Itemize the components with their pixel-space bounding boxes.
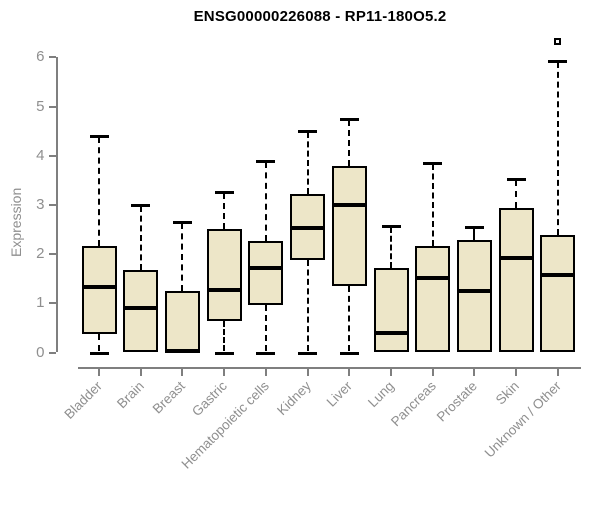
x-axis-tick <box>431 369 434 376</box>
x-axis-tick <box>306 369 309 376</box>
lower-whisker-cap <box>256 351 276 355</box>
boxplot-median <box>540 273 576 278</box>
lower-whisker <box>98 334 100 352</box>
upper-whisker-cap <box>89 135 109 139</box>
boxplot-median <box>81 285 117 290</box>
upper-whisker <box>139 205 142 271</box>
x-axis-tick <box>390 369 393 376</box>
upper-whisker <box>98 137 100 246</box>
upper-whisker-cap <box>256 159 276 163</box>
upper-whisker-cap <box>339 117 359 121</box>
upper-whisker-cap <box>381 225 401 229</box>
lower-whisker-cap <box>339 351 359 355</box>
upper-whisker <box>223 192 226 229</box>
boxplot-box <box>456 239 492 353</box>
boxplot-median <box>415 275 451 280</box>
upper-whisker <box>306 132 309 195</box>
y-axis-tick <box>48 351 56 354</box>
x-axis-line <box>78 367 581 369</box>
y-axis-tick <box>48 105 56 108</box>
y-axis-tick <box>48 302 56 305</box>
boxplot-chart: ENSG00000226088 - RP11-180O5.2 Expressio… <box>8 8 581 472</box>
lower-whisker <box>264 304 267 352</box>
boxplot-box <box>331 165 367 287</box>
upper-whisker <box>515 180 518 209</box>
x-axis-tick <box>515 369 518 376</box>
upper-whisker-cap <box>214 190 234 194</box>
boxplot-median <box>498 256 534 261</box>
upper-whisker-cap <box>506 178 526 182</box>
upper-whisker-cap <box>298 130 318 134</box>
x-axis-tick <box>348 369 351 376</box>
x-axis-tick <box>223 369 226 376</box>
y-tick-label: 6 <box>36 48 45 66</box>
upper-whisker <box>390 227 393 268</box>
lower-whisker-cap <box>89 351 109 355</box>
y-tick-label: 4 <box>36 146 45 164</box>
upper-whisker-cap <box>131 203 151 207</box>
y-tick-label: 5 <box>36 97 45 115</box>
lower-whisker <box>306 260 309 352</box>
outlier-point <box>554 37 562 45</box>
upper-whisker-cap <box>548 60 568 64</box>
upper-whisker <box>431 163 434 246</box>
upper-whisker-cap <box>172 221 192 225</box>
y-axis-line <box>55 57 58 353</box>
boxplot-median <box>164 349 200 354</box>
boxplot-median <box>331 202 367 207</box>
y-axis-tick <box>48 56 56 59</box>
y-axis-tick <box>48 203 56 206</box>
y-tick-label: 1 <box>36 294 45 312</box>
x-axis-tick <box>98 369 100 376</box>
lower-whisker-cap <box>214 351 234 355</box>
upper-whisker-cap <box>423 161 443 165</box>
lower-whisker <box>223 321 226 352</box>
boxplot-median <box>456 289 492 293</box>
y-axis-tick <box>48 253 56 256</box>
boxplot-median <box>123 306 159 311</box>
boxplot-median <box>206 287 242 292</box>
boxplot-box <box>206 228 242 321</box>
x-axis-tick <box>556 369 559 376</box>
boxplot-box <box>415 245 451 353</box>
boxplot-box <box>540 235 576 353</box>
x-axis-tick <box>181 369 184 376</box>
boxplot-median <box>373 330 409 335</box>
boxplot-box <box>81 245 117 335</box>
y-axis-tick <box>48 154 56 157</box>
upper-whisker <box>181 223 184 291</box>
x-axis-tick <box>473 369 476 376</box>
y-tick-label: 0 <box>36 343 45 361</box>
upper-whisker <box>556 62 559 236</box>
boxplot-median <box>290 225 326 230</box>
lower-whisker-cap <box>298 351 318 355</box>
upper-whisker <box>348 119 351 166</box>
y-tick-label: 2 <box>36 245 45 263</box>
upper-whisker <box>473 228 476 240</box>
boxplot-box <box>373 267 409 353</box>
upper-whisker <box>264 161 267 242</box>
boxplot-box <box>248 241 284 305</box>
y-tick-label: 3 <box>36 195 45 213</box>
x-axis-tick <box>139 369 142 376</box>
boxplot-box <box>123 270 159 353</box>
boxplot-box <box>164 291 200 353</box>
chart-title: ENSG00000226088 - RP11-180O5.2 <box>193 8 447 25</box>
boxplot-box <box>498 208 534 353</box>
x-axis-tick <box>264 369 267 376</box>
upper-whisker-cap <box>464 226 484 230</box>
lower-whisker <box>348 286 351 352</box>
boxplot-median <box>248 265 284 270</box>
